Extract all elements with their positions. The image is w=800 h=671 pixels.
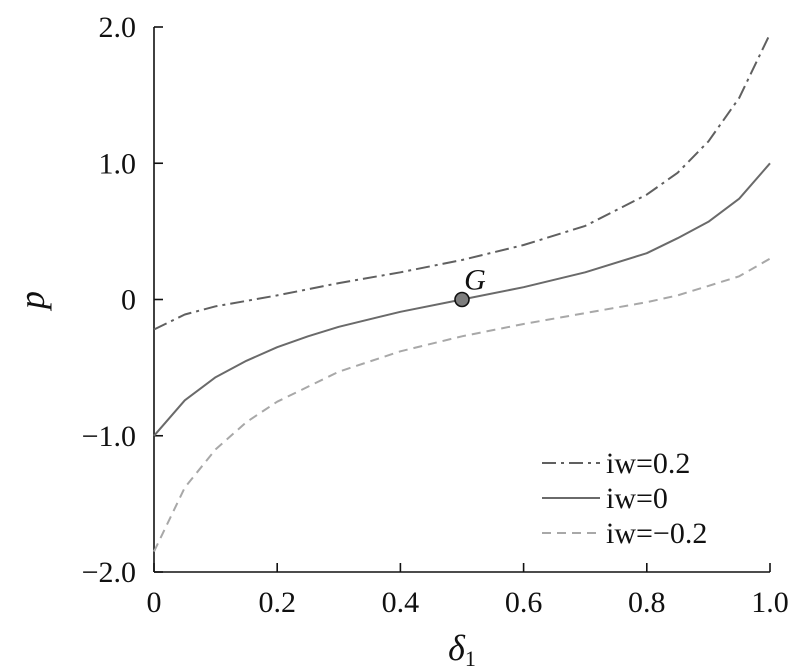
y-tick-label: 0 [121, 284, 136, 317]
x-axis-label-subscript: 1 [465, 646, 476, 671]
x-tick-label: 0.2 [258, 586, 296, 619]
y-axis-label: p [12, 291, 52, 312]
series-line [153, 33, 771, 331]
legend: iw=0.2iw=0iw=−0.2 [542, 447, 707, 550]
axes: −2.0 −1.0 0 1.0 2.0 0 0.2 0.4 0.6 0.8 1.0 [82, 11, 789, 619]
annotation-label: G [464, 264, 486, 297]
legend-label: iw=−0.2 [606, 517, 707, 550]
x-tick-label: 0 [147, 586, 162, 619]
annotation-layer: G [454, 264, 486, 308]
series-line [153, 162, 771, 437]
legend-label: iw=0.2 [606, 447, 690, 480]
y-tick-label: 2.0 [99, 11, 137, 44]
x-axis-label: δ1 [448, 628, 476, 671]
y-tick-label: 1.0 [99, 147, 137, 180]
legend-label: iw=0 [606, 482, 668, 515]
x-tick-label: 1.0 [751, 586, 789, 619]
series-line [153, 257, 771, 553]
x-axis-label-main: δ [448, 628, 466, 668]
x-tick-label: 0.8 [628, 586, 666, 619]
x-tick-label: 0.6 [505, 586, 543, 619]
y-tick-label: −2.0 [82, 556, 136, 589]
x-tick-label: 0.4 [382, 586, 420, 619]
annotation-point [454, 291, 470, 308]
y-tick-label: −1.0 [82, 420, 136, 453]
series-layer [153, 33, 771, 553]
